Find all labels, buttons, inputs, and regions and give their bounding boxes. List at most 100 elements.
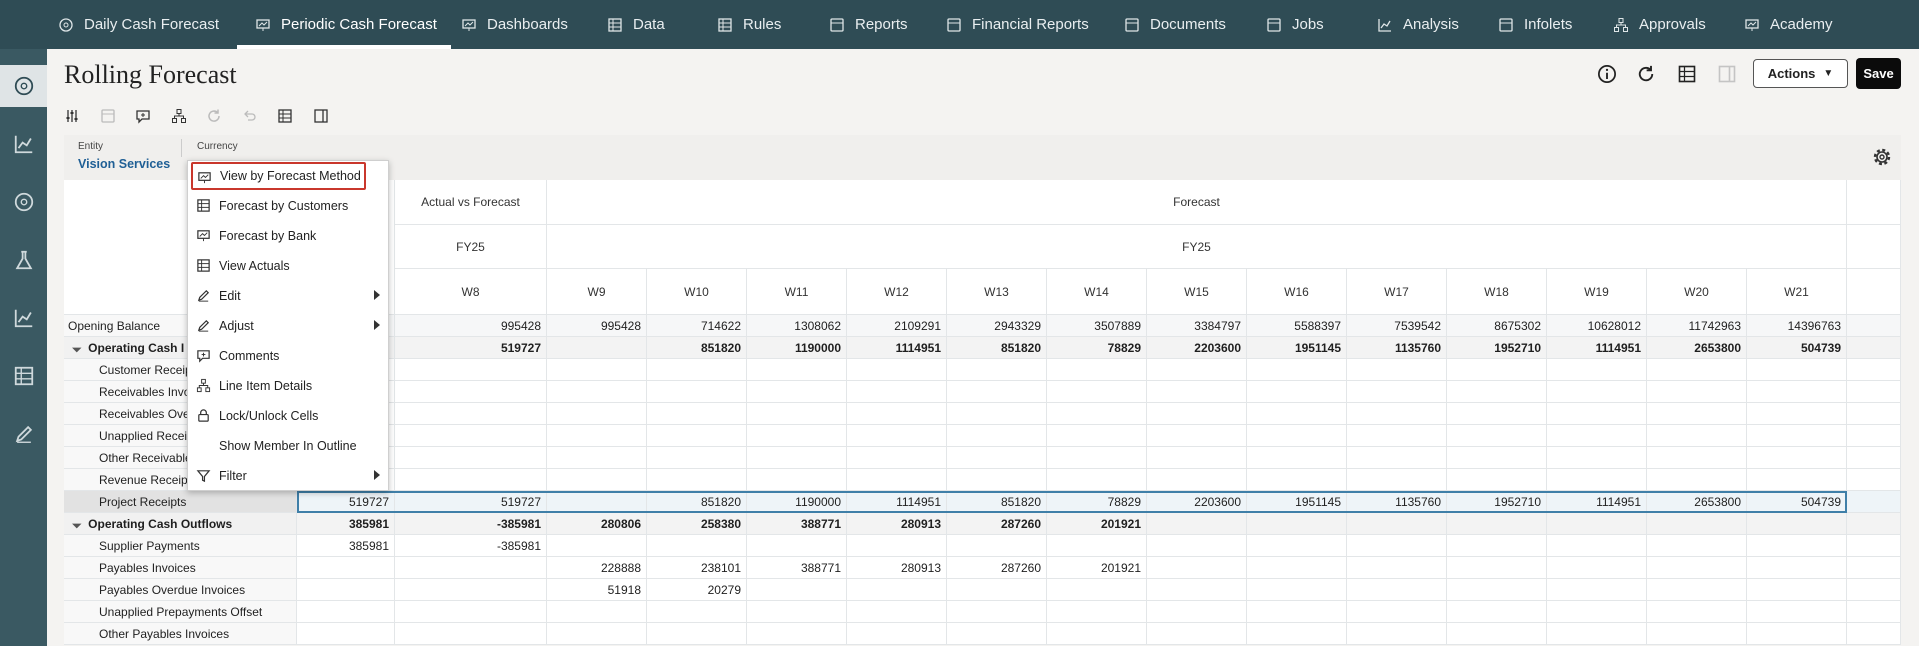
- cell[interactable]: [1047, 579, 1147, 601]
- cell[interactable]: [1647, 535, 1747, 557]
- cell[interactable]: [1347, 623, 1447, 645]
- cell[interactable]: [947, 425, 1047, 447]
- menu-item[interactable]: View by Forecast Method: [191, 162, 366, 190]
- cell[interactable]: [1447, 579, 1547, 601]
- menu-icon[interactable]: [196, 318, 211, 336]
- cell[interactable]: [847, 579, 947, 601]
- cell[interactable]: [747, 447, 847, 469]
- dropdown-caret[interactable]: ▼: [1823, 68, 1834, 79]
- cell[interactable]: [947, 469, 1047, 491]
- cell[interactable]: [1547, 623, 1647, 645]
- cell[interactable]: 2203600: [1147, 337, 1247, 359]
- cell[interactable]: [1047, 601, 1147, 623]
- cell[interactable]: [1547, 425, 1647, 447]
- cell[interactable]: 14396763: [1747, 315, 1847, 337]
- nav-tab[interactable]: Documents: [1124, 0, 1226, 49]
- cell[interactable]: [1647, 425, 1747, 447]
- cell[interactable]: [1447, 447, 1547, 469]
- cell[interactable]: [1547, 535, 1647, 557]
- menu-icon[interactable]: [196, 378, 211, 396]
- cell[interactable]: [1547, 359, 1647, 381]
- cell[interactable]: [1347, 579, 1447, 601]
- cell[interactable]: 1190000: [747, 337, 847, 359]
- cell[interactable]: [1747, 535, 1847, 557]
- menu-icon[interactable]: [196, 258, 211, 276]
- nav-tab[interactable]: Analysis: [1377, 0, 1459, 49]
- menu-icon[interactable]: [196, 348, 211, 366]
- cell[interactable]: [1247, 403, 1347, 425]
- cell[interactable]: [1347, 513, 1447, 535]
- tab-label[interactable]: Documents: [1150, 16, 1226, 33]
- cell[interactable]: [847, 469, 947, 491]
- cell[interactable]: [647, 447, 747, 469]
- menu-icon[interactable]: [196, 408, 211, 426]
- cell[interactable]: 1114951: [847, 491, 947, 513]
- expand-toggle[interactable]: ◢: [71, 518, 83, 529]
- cell[interactable]: [395, 359, 547, 381]
- cell[interactable]: [1547, 513, 1647, 535]
- tab-icon[interactable]: [1613, 17, 1629, 33]
- row-header[interactable]: Other Payables Invoices: [64, 623, 297, 645]
- cell[interactable]: [947, 601, 1047, 623]
- cell[interactable]: 228888: [547, 557, 647, 579]
- cell[interactable]: 2943329: [947, 315, 1047, 337]
- cell[interactable]: [1447, 601, 1547, 623]
- row-label[interactable]: Unapplied Prepayments Offset: [99, 604, 263, 619]
- nav-tab[interactable]: Jobs: [1266, 0, 1324, 49]
- cell[interactable]: 8675302: [1447, 315, 1547, 337]
- cell[interactable]: [1047, 403, 1147, 425]
- cell[interactable]: [1647, 557, 1747, 579]
- tab-icon[interactable]: [717, 17, 733, 33]
- cell[interactable]: [747, 425, 847, 447]
- side-icon[interactable]: [0, 65, 47, 107]
- menu-item[interactable]: Line Item Details: [188, 372, 388, 400]
- menu-label[interactable]: Comments: [219, 349, 280, 363]
- cell[interactable]: [1647, 513, 1747, 535]
- cell[interactable]: [847, 381, 947, 403]
- tab-icon[interactable]: [829, 17, 845, 33]
- cell[interactable]: [1347, 469, 1447, 491]
- side-icon[interactable]: [0, 239, 47, 281]
- cell[interactable]: 519727: [297, 491, 395, 513]
- cell[interactable]: [1347, 403, 1447, 425]
- tab-label[interactable]: Academy: [1770, 16, 1833, 33]
- actions-label[interactable]: Actions: [1767, 66, 1816, 81]
- save-button[interactable]: Save: [1856, 58, 1901, 89]
- menu-item[interactable]: Filter: [188, 462, 388, 490]
- tab-icon[interactable]: [58, 17, 74, 33]
- cell[interactable]: 1952710: [1447, 337, 1547, 359]
- row-label[interactable]: Operating Cash Outflows: [88, 516, 233, 531]
- row-label[interactable]: Supplier Payments: [99, 538, 200, 553]
- cell[interactable]: 5588397: [1247, 315, 1347, 337]
- cell[interactable]: [1447, 359, 1547, 381]
- cell[interactable]: 1135760: [1347, 337, 1447, 359]
- tab-label[interactable]: Daily Cash Forecast: [84, 16, 220, 33]
- cell[interactable]: [747, 601, 847, 623]
- cell[interactable]: 504739: [1747, 337, 1847, 359]
- cell[interactable]: [1147, 403, 1247, 425]
- cell[interactable]: [1747, 447, 1847, 469]
- cell[interactable]: 280806: [547, 513, 647, 535]
- cell[interactable]: [1247, 359, 1347, 381]
- cell[interactable]: [1747, 623, 1847, 645]
- cell[interactable]: [1747, 557, 1847, 579]
- cell[interactable]: [747, 469, 847, 491]
- nav-tab[interactable]: Periodic Cash Forecast: [237, 0, 451, 49]
- nav-tab[interactable]: Dashboards: [461, 0, 568, 49]
- cell[interactable]: 995428: [395, 315, 547, 337]
- tab-label[interactable]: Financial Reports: [972, 16, 1089, 33]
- cell[interactable]: [1447, 623, 1547, 645]
- submenu-arrow[interactable]: [374, 470, 380, 480]
- row-header[interactable]: Payables Invoices: [64, 557, 297, 579]
- settings-icon[interactable]: [1872, 147, 1892, 170]
- cell[interactable]: 287260: [947, 513, 1047, 535]
- header-icon[interactable]: [1677, 64, 1697, 87]
- actions-button[interactable]: Actions ▼: [1753, 59, 1848, 88]
- cell[interactable]: [847, 535, 947, 557]
- cell[interactable]: [1147, 557, 1247, 579]
- cell[interactable]: 2653800: [1647, 337, 1747, 359]
- nav-tab[interactable]: Data: [607, 0, 665, 49]
- cell[interactable]: [1547, 601, 1647, 623]
- cell[interactable]: [1747, 513, 1847, 535]
- row-header[interactable]: Payables Overdue Invoices: [64, 579, 297, 601]
